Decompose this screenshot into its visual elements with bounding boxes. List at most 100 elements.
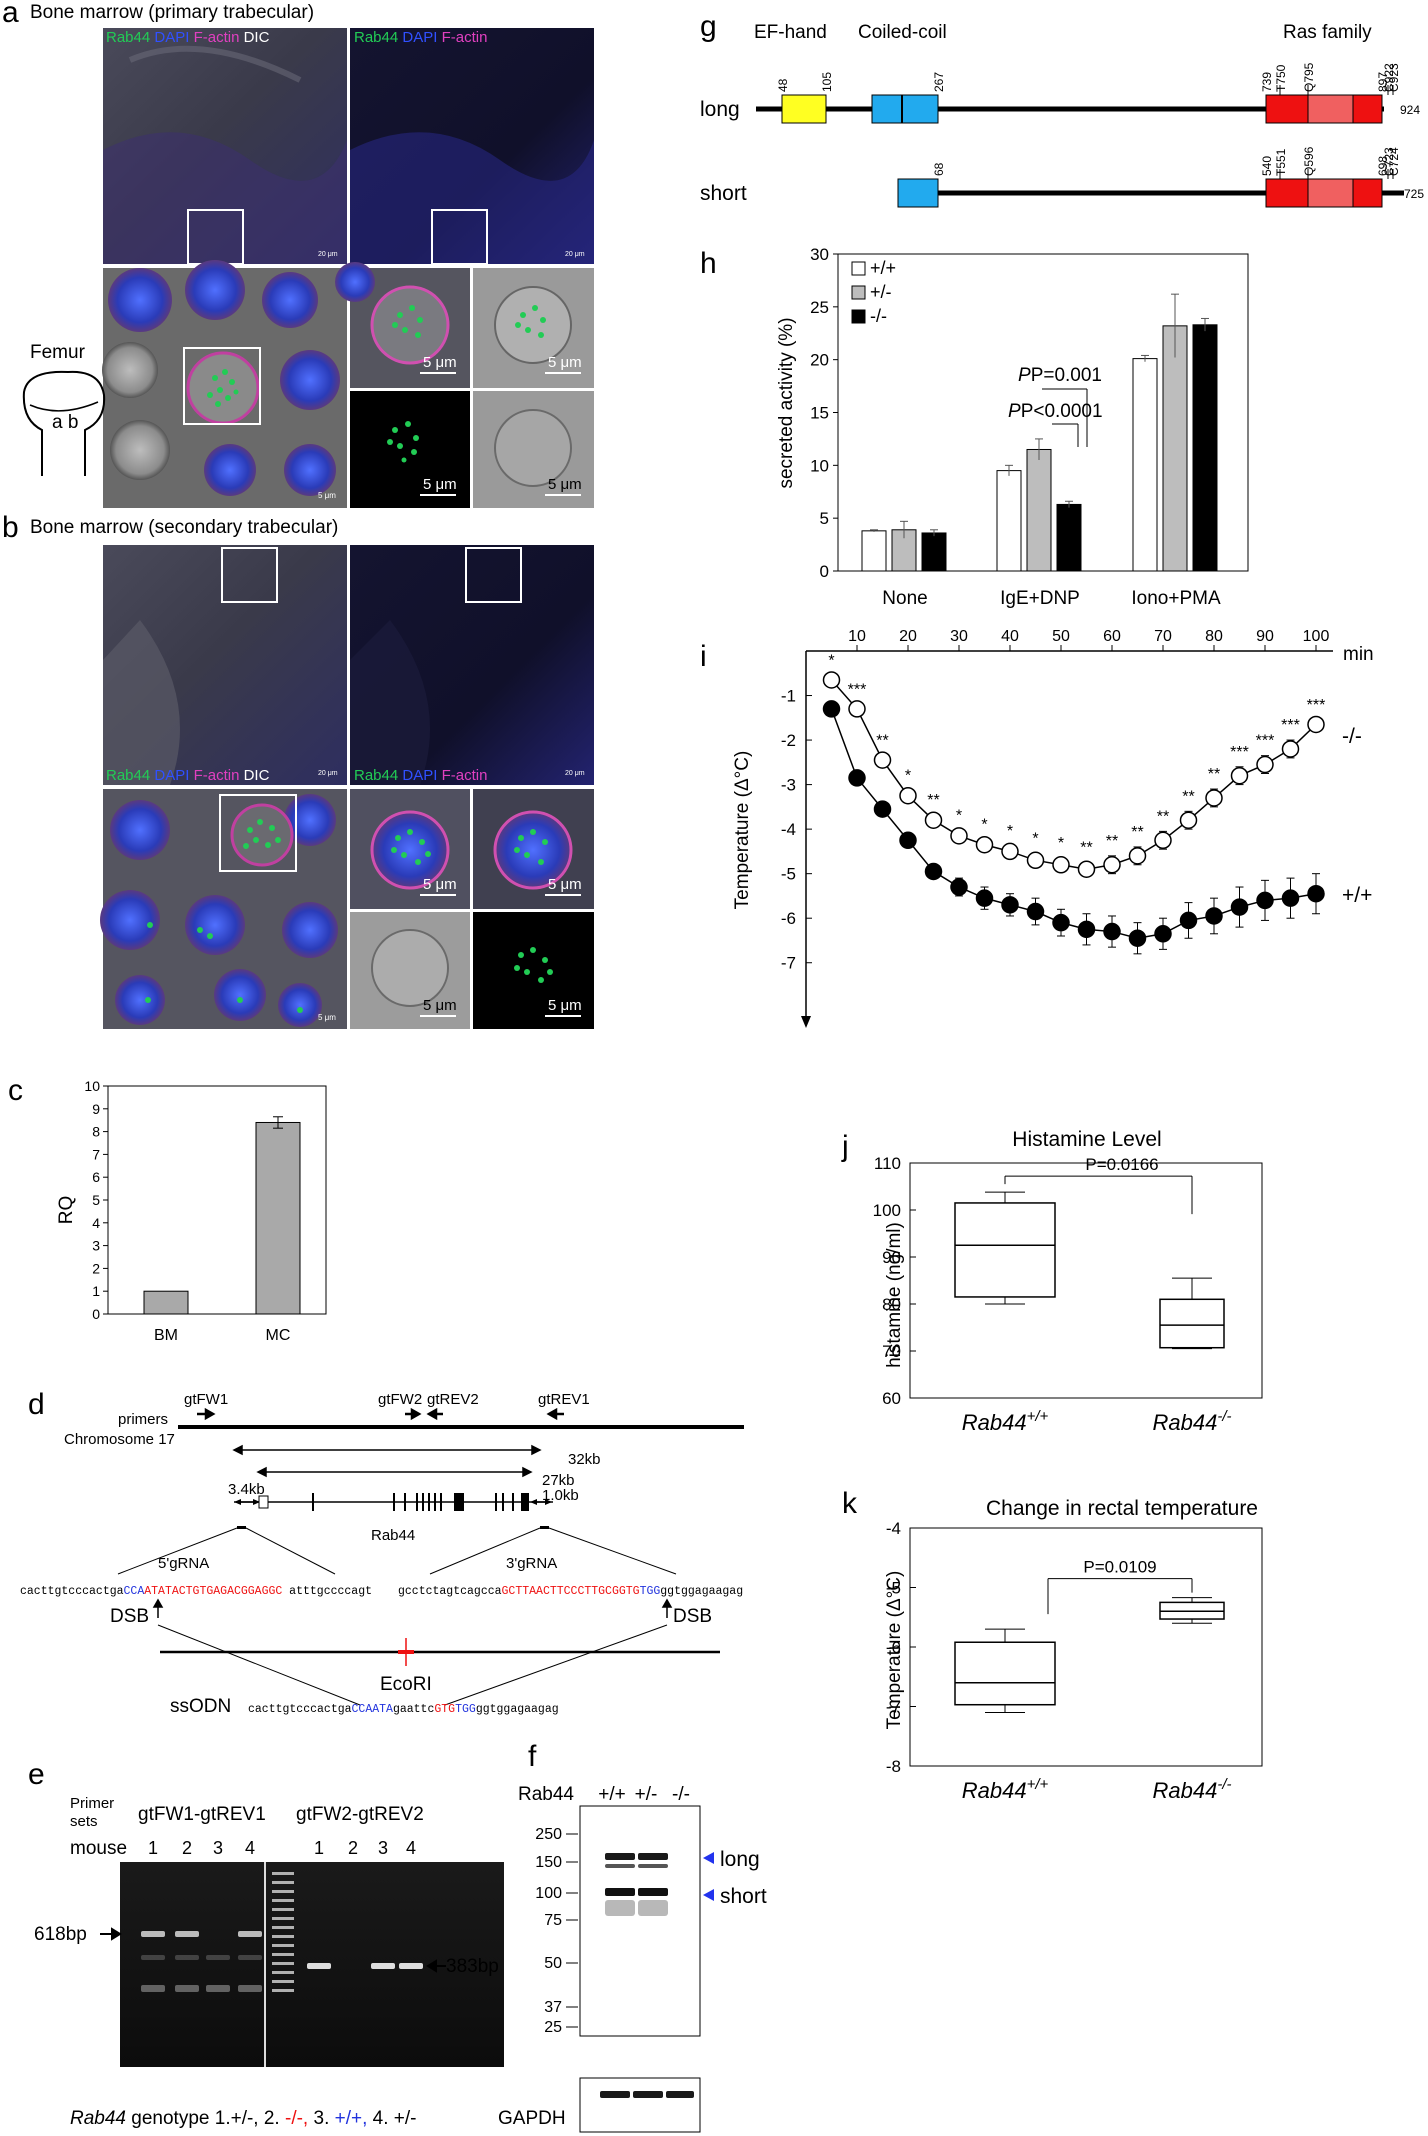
panel-h-ytick-label: 30 <box>810 245 829 264</box>
panel-i-point <box>1001 842 1019 861</box>
panel-j-title: Histamine Level <box>1012 1128 1161 1151</box>
panel-i-point <box>1256 755 1274 774</box>
long-ef-hand-domain <box>781 94 827 124</box>
short-mark-Q596: Q596 <box>1302 146 1316 176</box>
panel-i-point <box>1281 740 1300 758</box>
panel-i-point <box>848 769 866 787</box>
wb-lane-2: -/- <box>672 1784 690 1805</box>
gel-ladder-band <box>272 1989 294 1992</box>
panel-k-xlabel-1: Rab44-/- <box>1152 1776 1231 1803</box>
dsb-left: DSB <box>110 1606 149 1627</box>
panel-c-ytick-label: 4 <box>92 1215 100 1231</box>
long-mark-105: 105 <box>820 72 834 92</box>
panel-a-title: Bone marrow (primary trabecular) <box>30 2 314 23</box>
panel-i-ytick-label: -2 <box>781 731 796 750</box>
panel-a-cells <box>102 260 340 496</box>
gel-band-618 <box>175 1931 199 1937</box>
gel-lane-4: 4 <box>245 1838 255 1858</box>
panel-b-scale-q1: 5 μm <box>423 876 457 893</box>
panel-k-box <box>954 1641 1056 1706</box>
panel-b-scale-left: 20 μm <box>318 770 338 777</box>
long-mark-267: 267 <box>932 72 946 92</box>
panel-h-pvalues: PP=0.001 PP<0.0001 <box>1008 365 1103 447</box>
panel-b-zoom-box-right <box>465 547 522 603</box>
long-ras-1 <box>1265 94 1309 124</box>
panel-b-letter: b <box>2 511 19 544</box>
panel-h-letter: h <box>700 247 717 280</box>
panel-d-letter: d <box>28 1388 45 1421</box>
panel-h-legend-label: +/+ <box>870 258 896 278</box>
panel-i-point <box>1103 856 1121 874</box>
panel-c-ytick-label: 5 <box>92 1192 100 1208</box>
gel-ladder-band <box>272 1872 294 1875</box>
panel-h-ytick-label: 25 <box>810 298 829 317</box>
panel-h-bar <box>1056 503 1082 572</box>
short-marker-icon <box>703 1889 714 1901</box>
panel-i-significance: * <box>828 652 834 669</box>
panel-b-cells <box>100 794 338 1027</box>
panel-h-bars: None IgE+DNP Iono+PMA <box>861 293 1221 609</box>
gel-lane2-2: 2 <box>348 1838 358 1858</box>
panel-h-bar <box>1162 325 1188 572</box>
ecori-label: EcoRI <box>380 1674 432 1695</box>
panel-c-ytick-label: 8 <box>92 1124 100 1140</box>
long-mark-T750: T750 <box>1274 64 1288 92</box>
domain-ras-family: Ras family <box>1283 22 1372 43</box>
panel-h-ytick-label: 10 <box>810 456 829 475</box>
panel-i-xlabel: min <box>1343 644 1374 665</box>
panel-i-point <box>1001 896 1019 914</box>
wb-gapdh-label: GAPDH <box>498 2108 566 2129</box>
gel-set2-label: gtFW2-gtREV2 <box>296 1804 424 1825</box>
panel-c-ytick-label: 0 <box>92 1306 100 1322</box>
panel-c-axis: 0 1 2 3 4 5 6 7 8 9 10 <box>84 1078 108 1322</box>
panel-h-legend: +/+ +/- -/- <box>851 258 896 326</box>
gel-ladder-band <box>272 1881 294 1884</box>
panel-h-xlabel: IgE+DNP <box>1000 588 1080 609</box>
panel-i-significance: * <box>956 807 962 824</box>
panel-i-significance: ** <box>1182 788 1194 805</box>
panel-b-scale-merge: 5 μm <box>318 1013 336 1022</box>
panel-b-legend-right: Rab44 DAPI F-actin <box>354 767 487 784</box>
panel-i-point <box>1230 766 1249 785</box>
ssodn-label: ssODN <box>170 1696 231 1717</box>
panel-i-xtick-label: 50 <box>1052 628 1070 645</box>
panel-c-ytick-label: 6 <box>92 1169 100 1185</box>
panel-h-ytick-label: 5 <box>820 509 829 528</box>
panel-j-plot: 60 70 80 90 100 110 Rab44+/+ Rab44-/- P=0.0166 <box>873 1154 1263 1435</box>
panel-k-ytick-label: -4 <box>886 1519 901 1538</box>
panel-k-pvalue: P=0.0109 <box>1083 1558 1156 1577</box>
dist-27kb: 27kb <box>542 1472 575 1489</box>
chromosome-label: Chromosome 17 <box>64 1431 175 1448</box>
dist-32kb: 32kb <box>568 1451 601 1468</box>
panel-i-significance: ** <box>876 733 888 750</box>
panel-i-point <box>1179 911 1198 930</box>
panel-h-legend-swatch <box>851 285 866 300</box>
long-coiled-coil-domain <box>871 94 939 124</box>
panel-i-ylabel: Temperature (Δ°C) <box>732 751 753 910</box>
seq-5grna: cacttgtcccactgaCCAATATACTGTGAGACGGAGGC a… <box>20 1585 372 1598</box>
isoform-short-label: short <box>700 182 747 205</box>
gel-lane-3: 3 <box>213 1838 223 1858</box>
gel-ladder-band <box>272 1926 294 1929</box>
short-mark-C723: C723 <box>1382 147 1396 176</box>
panel-i-significance: *** <box>1230 744 1249 761</box>
gel-ladder-band <box>272 1980 294 1983</box>
panel-b-scale-q4: 5 μm <box>548 997 582 1014</box>
wb-marker-75: 75 <box>544 1912 562 1929</box>
panel-i-point <box>1052 856 1070 874</box>
primer-gtfw2: gtFW2 <box>378 1391 422 1408</box>
domain-coiled-coil: Coiled-coil <box>858 22 947 43</box>
gel-smear <box>206 1955 230 1960</box>
panel-k-title: Change in rectal temperature <box>986 1497 1258 1520</box>
femur-label: Femur <box>30 342 86 363</box>
gel-primer-dimer <box>141 1985 165 1992</box>
wb-membrane <box>579 1805 701 2037</box>
panel-a-zoom-box-right <box>431 209 488 265</box>
panel-i-point <box>848 700 866 718</box>
panel-i-significance: *** <box>1307 697 1326 714</box>
grna5-label: 5'gRNA <box>158 1555 209 1572</box>
panel-i-point <box>1077 860 1096 878</box>
long-mark-739: 739 <box>1260 72 1274 92</box>
panel-c-ytick-label: 3 <box>92 1238 100 1254</box>
gel-smear <box>238 1955 262 1960</box>
